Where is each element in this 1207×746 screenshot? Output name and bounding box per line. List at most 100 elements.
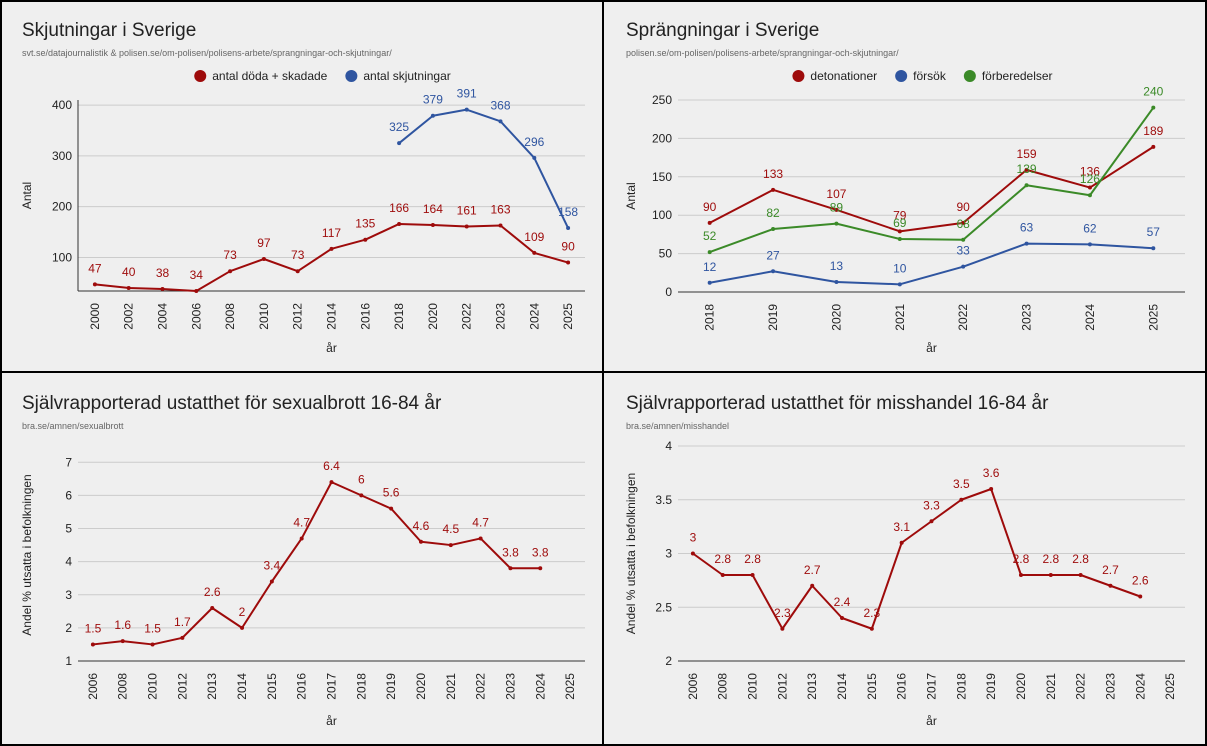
data-label: 391 — [457, 87, 477, 101]
data-label: 47 — [88, 261, 102, 275]
x-tick-label: 2024 — [1133, 673, 1147, 700]
data-label: 1.5 — [85, 621, 102, 635]
data-label: 158 — [558, 205, 578, 219]
point — [707, 220, 712, 225]
x-tick-label: 2019 — [984, 673, 998, 700]
data-label: 57 — [1147, 225, 1161, 239]
x-axis-title: år — [926, 714, 937, 728]
point — [869, 626, 874, 631]
legend-marker — [963, 70, 976, 82]
data-label: 2.7 — [804, 563, 821, 577]
point — [295, 269, 300, 274]
point — [1018, 573, 1023, 577]
point — [126, 285, 131, 290]
series-line — [92, 481, 541, 646]
x-axis-title: år — [326, 714, 337, 728]
point — [498, 223, 503, 228]
y-tick-label: 2 — [665, 654, 672, 668]
data-label: 2.6 — [1132, 574, 1149, 588]
data-label: 2.8 — [1013, 552, 1030, 566]
data-label: 136 — [1080, 165, 1100, 179]
x-tick-label: 2016 — [895, 673, 909, 700]
y-tick-label: 200 — [652, 131, 672, 145]
data-label: 4.6 — [413, 519, 430, 533]
chart-subtitle: bra.se/amnen/sexualbrott — [22, 421, 124, 431]
point — [771, 227, 776, 232]
x-tick-label: 2008 — [223, 303, 237, 330]
data-label: 3.8 — [502, 545, 519, 559]
data-label: 164 — [423, 202, 443, 216]
data-label: 139 — [1017, 162, 1037, 176]
point — [720, 573, 725, 577]
point — [899, 540, 904, 545]
chart-subtitle: polisen.se/om-polisen/polisens-arbete/sp… — [626, 48, 899, 58]
x-tick-label: 2020 — [414, 673, 428, 700]
x-tick-label: 2012 — [175, 673, 189, 700]
y-tick-label: 2.5 — [655, 600, 672, 614]
point — [90, 642, 95, 647]
point — [160, 286, 165, 291]
data-label: 73 — [223, 248, 237, 262]
x-tick-label: 2010 — [257, 303, 271, 330]
point — [261, 256, 266, 261]
point — [389, 506, 394, 511]
point — [329, 246, 334, 251]
x-tick-label: 2004 — [156, 303, 170, 330]
x-tick-label: 2013 — [805, 673, 819, 700]
x-tick-label: 2016 — [295, 673, 309, 700]
data-label: 97 — [257, 236, 271, 250]
point — [532, 250, 537, 255]
x-tick-label: 2006 — [686, 673, 700, 700]
y-tick-label: 100 — [652, 208, 672, 222]
data-label: 2.6 — [204, 585, 221, 599]
data-label: 3.4 — [264, 559, 281, 573]
chart-title: Självrapporterad ustatthet för misshande… — [626, 393, 1049, 414]
data-label: 126 — [1080, 172, 1100, 186]
legend-label: förberedelser — [982, 69, 1053, 83]
y-tick-label: 50 — [659, 247, 673, 261]
point — [448, 543, 453, 548]
data-label: 166 — [389, 201, 409, 215]
x-tick-label: 2014 — [325, 303, 339, 330]
data-label: 90 — [561, 240, 575, 254]
x-tick-label: 2025 — [1146, 304, 1160, 331]
data-label: 368 — [490, 98, 510, 112]
series-line — [692, 488, 1141, 630]
x-tick-label: 2025 — [561, 303, 575, 330]
x-tick-label: 2017 — [325, 673, 339, 700]
point — [1024, 241, 1029, 246]
series-line — [709, 146, 1154, 233]
data-label: 296 — [524, 135, 544, 149]
data-label: 135 — [355, 217, 375, 231]
y-tick-label: 6 — [65, 488, 72, 502]
data-label: 4.7 — [472, 515, 489, 529]
data-label: 73 — [291, 248, 305, 262]
y-axis-title: Antal — [20, 182, 34, 209]
x-tick-label: 2025 — [563, 673, 577, 700]
data-label: 63 — [1020, 221, 1034, 235]
point — [961, 237, 966, 242]
point — [834, 207, 839, 212]
data-label: 133 — [763, 167, 783, 181]
y-tick-label: 3.5 — [655, 493, 672, 507]
x-tick-label: 2010 — [146, 673, 160, 700]
data-label: 3.3 — [923, 498, 940, 512]
y-axis-title: Antal — [624, 182, 638, 209]
x-tick-label: 2019 — [384, 673, 398, 700]
point — [120, 639, 125, 644]
point — [750, 573, 755, 577]
point — [780, 626, 785, 631]
x-tick-label: 2024 — [527, 303, 541, 330]
legend-marker — [345, 70, 358, 82]
x-tick-label: 2006 — [189, 303, 203, 330]
point — [464, 107, 469, 112]
data-label: 1.5 — [144, 621, 161, 635]
data-label: 82 — [766, 206, 780, 220]
x-tick-label: 2020 — [426, 303, 440, 330]
x-tick-label: 2020 — [1014, 673, 1028, 700]
point — [1024, 167, 1029, 172]
data-label: 379 — [423, 93, 443, 107]
data-label: 2.3 — [864, 606, 881, 620]
data-label: 27 — [766, 248, 780, 262]
x-tick-label: 2010 — [746, 673, 760, 700]
